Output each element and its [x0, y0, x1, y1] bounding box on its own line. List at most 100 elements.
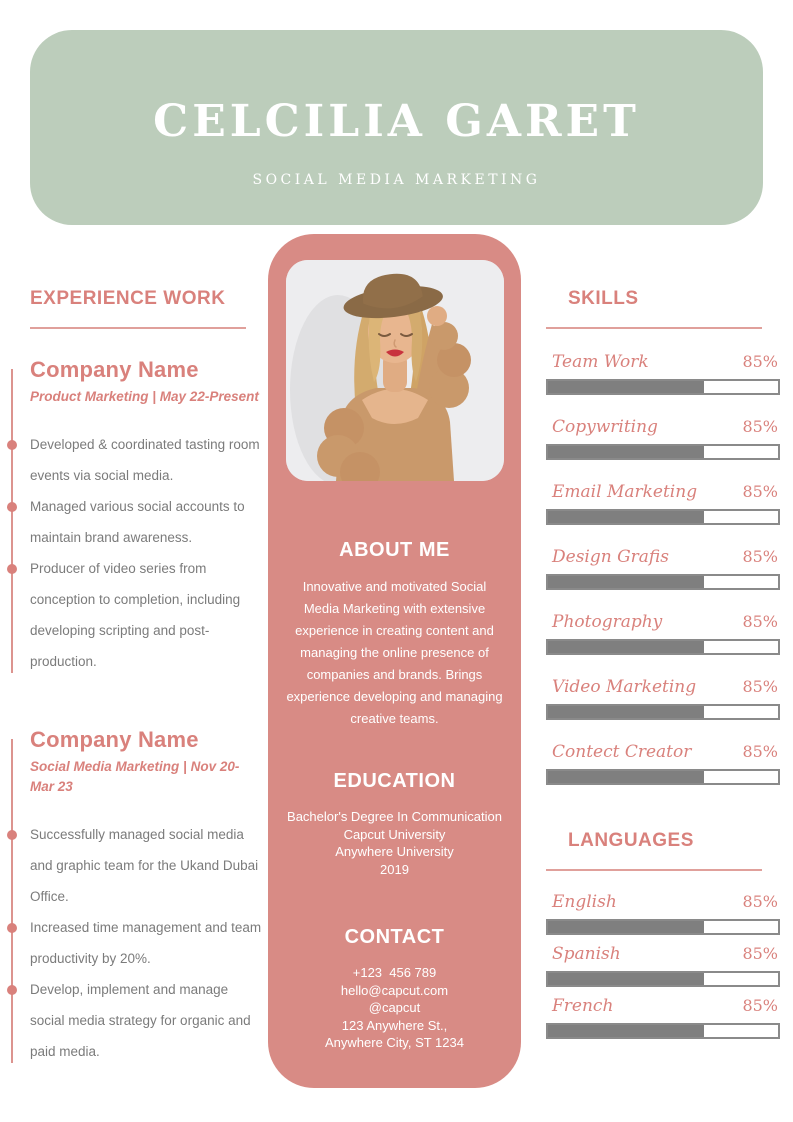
skill-percent: 85%: [742, 482, 778, 501]
skill-item: Email Marketing 85%: [546, 482, 780, 525]
skill-progress-fill: [548, 576, 705, 588]
skill-item: Photography 85%: [546, 612, 780, 655]
language-item: Spanish 85%: [546, 944, 780, 987]
job-company: Company Name: [30, 357, 199, 382]
contact-line: hello@capcut.com: [340, 982, 449, 998]
skill-item: Design Grafis 85%: [546, 547, 780, 590]
skill-label: Team Work: [552, 352, 649, 372]
skill-label: Contect Creator: [552, 742, 692, 762]
job-bullet: Increased time management and team produ…: [7, 912, 262, 974]
language-percent: 85%: [742, 944, 778, 963]
skills-divider: [546, 327, 762, 329]
language-percent: 85%: [742, 892, 778, 911]
skill-label: Copywriting: [552, 417, 658, 437]
skill-item: Contect Creator 85%: [546, 742, 780, 785]
skill-item: Team Work 85%: [546, 352, 780, 395]
job-entry-2: Company Name Social Media Marketing | No…: [7, 727, 262, 1067]
skill-progress-fill: [548, 641, 705, 653]
skill-progress-fill: [548, 511, 705, 523]
education-lines: Bachelor's Degree In Communication Capcu…: [268, 808, 521, 878]
skill-progress-fill: [548, 771, 705, 783]
education-line: Bachelor's Degree In Communication: [287, 809, 502, 824]
skill-progress-track: [546, 769, 780, 785]
skill-progress-track: [546, 639, 780, 655]
skills-title: SKILLS: [568, 288, 639, 309]
about-title: ABOUT ME: [339, 539, 450, 561]
contact-lines: +123 456 789 hello@capcut.com @capcut 12…: [268, 964, 521, 1052]
language-label: French: [552, 996, 614, 1016]
language-head: French 85%: [546, 996, 780, 1016]
skill-head: Design Grafis 85%: [546, 547, 780, 567]
skill-percent: 85%: [742, 352, 778, 371]
person-name: CELCILIA GARET: [153, 96, 640, 147]
job-bullet: Develop, implement and manage social med…: [7, 974, 262, 1067]
languages-title: LANGUAGES: [568, 830, 694, 851]
education-line: Anywhere University: [335, 844, 454, 859]
contact-line: +123 456 789: [352, 965, 437, 980]
skill-percent: 85%: [742, 417, 778, 436]
language-progress-fill: [548, 973, 705, 985]
skill-percent: 85%: [742, 742, 778, 761]
skill-progress-track: [546, 444, 780, 460]
skill-head: Photography 85%: [546, 612, 780, 632]
contact-line: @capcut: [368, 1000, 421, 1015]
language-label: English: [552, 892, 617, 912]
about-text: Innovative and motivated Social Media Ma…: [286, 579, 503, 726]
language-progress-track: [546, 1023, 780, 1039]
language-label: Spanish: [552, 944, 621, 964]
language-item: French 85%: [546, 996, 780, 1039]
skills-section: SKILLS Team Work 85% Copywriting: [546, 288, 780, 1048]
skill-head: Team Work 85%: [546, 352, 780, 372]
skill-progress-track: [546, 704, 780, 720]
skill-progress-track: [546, 379, 780, 395]
header-banner: CELCILIA GARET SOCIAL MEDIA MARKETING: [30, 30, 763, 225]
skill-head: Copywriting 85%: [546, 417, 780, 437]
job-entry-1: Company Name Product Marketing | May 22-…: [7, 357, 262, 677]
experience-section: EXPERIENCE WORK Company Name Product Mar…: [7, 288, 262, 1067]
language-percent: 85%: [742, 996, 778, 1015]
languages-divider: [546, 869, 762, 871]
skill-head: Email Marketing 85%: [546, 482, 780, 502]
language-progress-track: [546, 919, 780, 935]
job-bullet: Managed various social accounts to maint…: [7, 491, 262, 553]
portrait-photo: [285, 260, 504, 481]
experience-divider: [30, 327, 246, 329]
education-title: EDUCATION: [333, 770, 456, 792]
skill-progress-fill: [548, 381, 705, 393]
skill-label: Email Marketing: [552, 482, 698, 502]
language-head: English 85%: [546, 892, 780, 912]
language-progress-track: [546, 971, 780, 987]
skill-item: Copywriting 85%: [546, 417, 780, 460]
portrait-illustration: [285, 260, 504, 481]
skill-percent: 85%: [742, 547, 778, 566]
languages-list: English 85% Spanish 85%: [546, 892, 780, 1039]
skill-item: Video Marketing 85%: [546, 677, 780, 720]
job-bullet-list: Developed & coordinated tasting room eve…: [7, 429, 262, 677]
contact-line: 123 Anywhere St.,: [341, 1017, 448, 1033]
experience-title: EXPERIENCE WORK: [30, 288, 226, 309]
language-head: Spanish 85%: [546, 944, 780, 964]
skill-progress-track: [546, 574, 780, 590]
contact-line: Anywhere City, ST 1234: [325, 1035, 464, 1050]
contact-title: CONTACT: [344, 926, 445, 948]
job-role-dates: Product Marketing | May 22-Present: [30, 389, 259, 404]
skill-progress-track: [546, 509, 780, 525]
languages-section: LANGUAGES English 85%: [546, 830, 780, 1039]
skills-list: Team Work 85% Copywriting 85%: [546, 352, 780, 785]
education-line: Capcut University: [343, 826, 446, 842]
job-bullet: Successfully managed social media and gr…: [7, 819, 262, 912]
skill-label: Photography: [552, 612, 663, 632]
skill-progress-fill: [548, 446, 705, 458]
job-company: Company Name: [30, 727, 199, 752]
person-role-subtitle: SOCIAL MEDIA MARKETING: [252, 172, 541, 188]
job-bullet: Developed & coordinated tasting room eve…: [7, 429, 262, 491]
education-line: 2019: [380, 861, 409, 877]
language-progress-fill: [548, 921, 705, 933]
skill-progress-fill: [548, 706, 705, 718]
skill-head: Contect Creator 85%: [546, 742, 780, 762]
skill-percent: 85%: [742, 677, 778, 696]
skill-percent: 85%: [742, 612, 778, 631]
language-item: English 85%: [546, 892, 780, 935]
skill-label: Design Grafis: [552, 547, 669, 567]
